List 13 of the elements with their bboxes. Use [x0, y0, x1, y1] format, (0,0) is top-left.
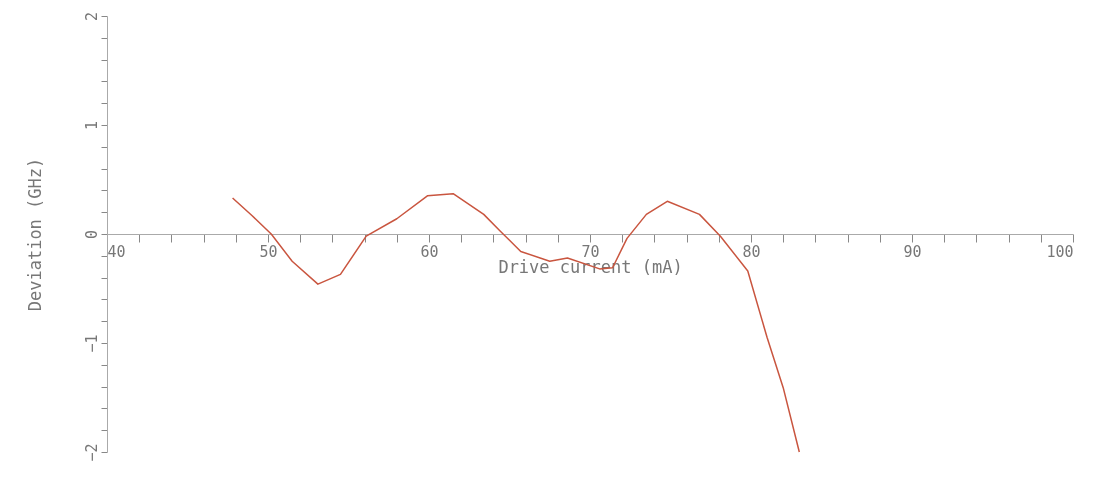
- y-tick-label: 1: [82, 120, 101, 131]
- y-tick-label: 2: [82, 11, 101, 22]
- x-tick-label: 60: [420, 242, 439, 261]
- y-tick-label: 0: [82, 229, 101, 240]
- y-tick-label: −2: [82, 443, 101, 462]
- x-tick-label: 100: [1046, 242, 1074, 261]
- x-tick-label: 80: [742, 242, 761, 261]
- y-axis-title: Deviation (GHz): [24, 157, 45, 312]
- x-tick-label: 40: [107, 242, 126, 261]
- line-series: [231, 192, 801, 453]
- x-tick-label: 50: [259, 242, 278, 261]
- x-tick-label: 90: [903, 242, 922, 261]
- y-tick-label: −1: [82, 334, 101, 353]
